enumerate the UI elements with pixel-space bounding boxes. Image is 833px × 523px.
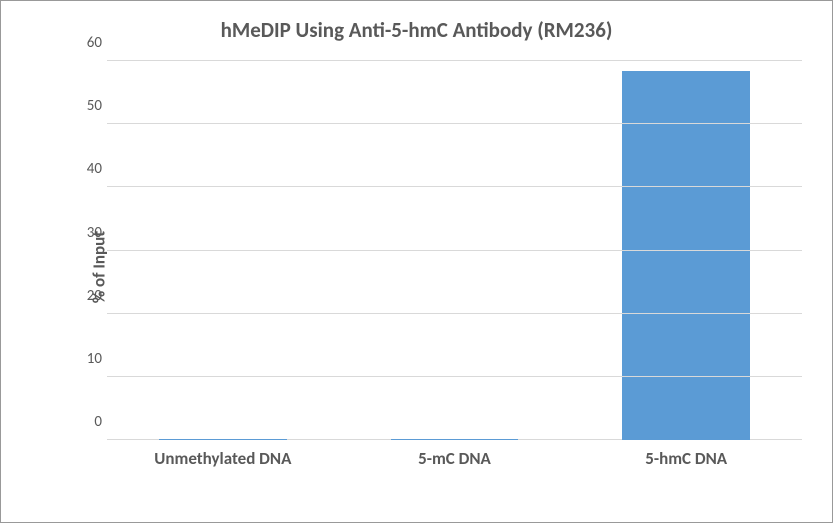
x-tick-label: 5-mC DNA <box>339 442 571 472</box>
gridline <box>107 376 802 377</box>
x-tick-label: 5-hmC DNA <box>570 442 802 472</box>
chart-container: hMeDIP Using Anti-5-hmC Antibody (RM236)… <box>0 0 833 523</box>
plot-wrapper: % of Input 0102030405060 Unmethylated DN… <box>51 61 802 472</box>
bar-slot <box>107 61 339 440</box>
y-tick-label: 30 <box>62 224 102 242</box>
gridline <box>107 250 802 251</box>
plot-area: 0102030405060 <box>107 61 802 440</box>
bar-slot <box>339 61 571 440</box>
chart-title: hMeDIP Using Anti-5-hmC Antibody (RM236) <box>21 17 812 43</box>
bar <box>622 71 749 440</box>
gridline <box>107 60 802 61</box>
gridline <box>107 313 802 314</box>
gridline <box>107 123 802 124</box>
bar-slot <box>570 61 802 440</box>
bars-row <box>107 61 802 440</box>
y-tick-label: 10 <box>62 350 102 368</box>
y-tick-label: 60 <box>62 34 102 52</box>
y-tick-label: 40 <box>62 160 102 178</box>
x-axis-labels: Unmethylated DNA5-mC DNA5-hmC DNA <box>107 442 802 472</box>
x-tick-label: Unmethylated DNA <box>107 442 339 472</box>
bar <box>391 439 518 440</box>
y-tick-label: 0 <box>62 413 102 431</box>
y-tick-label: 20 <box>62 287 102 305</box>
gridline <box>107 186 802 187</box>
bar <box>159 439 286 440</box>
y-tick-label: 50 <box>62 97 102 115</box>
